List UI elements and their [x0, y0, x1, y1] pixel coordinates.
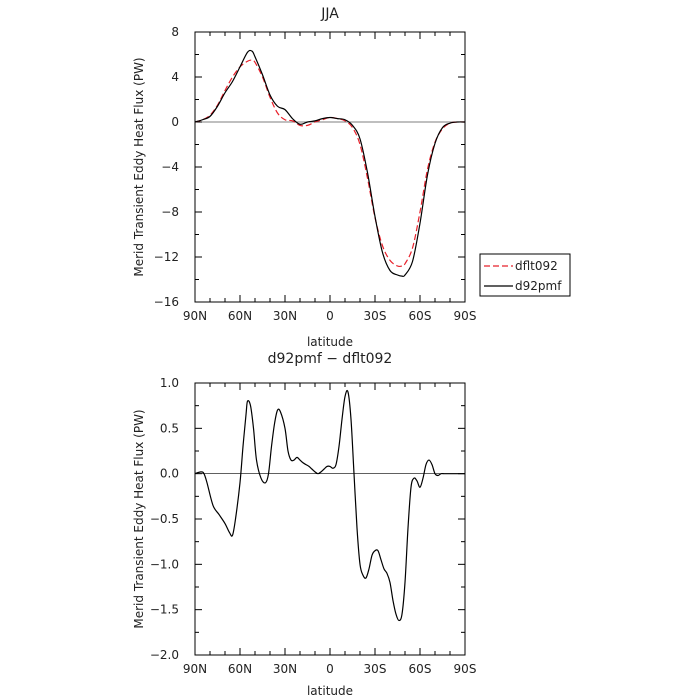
top-xtick-label: 60S [409, 309, 432, 323]
top-xtick-label: 90N [183, 309, 207, 323]
top-xtick-label: 30S [364, 309, 387, 323]
bottom-ytick-label: −1.0 [150, 557, 179, 571]
legend-label-dflt092: dflt092 [515, 259, 558, 273]
bottom-ytick-label: −1.5 [150, 603, 179, 617]
top-panel-series [194, 49, 466, 278]
top-xtick-label: 0 [326, 309, 334, 323]
bottom-xtick-label: 30S [364, 662, 387, 676]
top-panel-frame [194, 31, 466, 303]
bottom-panel-frame [194, 382, 466, 656]
bottom-ytick-label: 1.0 [160, 376, 179, 390]
top-ytick-label: 8 [171, 25, 179, 39]
bottom-ytick-label: 0.0 [160, 467, 179, 481]
bottom-xtick-label: 60S [409, 662, 432, 676]
bottom-xtick-label: 30N [273, 662, 297, 676]
legend-label-d92pmf: d92pmf [515, 279, 562, 293]
bottom-series-line-0 [194, 389, 465, 622]
top-ytick-label: −8 [161, 205, 179, 219]
bottom-panel-title: d92pmf − dflt092 [268, 351, 393, 367]
bottom-xtick-label: 0 [326, 662, 334, 676]
bottom-panel-ylabel: Merid Transient Eddy Heat Flux (PW) [132, 409, 146, 628]
bottom-ytick-label: 0.5 [160, 421, 179, 435]
bottom-panel-series [194, 389, 465, 622]
legend: dflt092 d92pmf [479, 253, 571, 297]
top-ytick-label: −4 [161, 160, 179, 174]
top-xtick-label: 30N [273, 309, 297, 323]
bottom-panel-xlabel: latitude [307, 684, 353, 698]
bottom-ytick-label: −0.5 [150, 512, 179, 526]
top-ytick-label: −16 [154, 295, 179, 309]
top-series-dflt092 [194, 59, 466, 268]
top-series-d92pmf [194, 49, 466, 278]
bottom-panel-ticks: 90N 60N 30N 0 30S 60S 90S 1.0 0.5 0.0 −0.5 −1.0 −1.5… [150, 376, 477, 676]
top-panel-ylabel: Merid Transient Eddy Heat Flux (PW) [132, 57, 146, 276]
top-ytick-label: 0 [171, 115, 179, 129]
top-xtick-label: 60N [228, 309, 252, 323]
top-panel-title: JJA [320, 6, 339, 22]
bottom-xtick-label: 90N [183, 662, 207, 676]
bottom-panel: d92pmf − dflt092 90N 60N 30N 0 30S 60S 90S 1.0 0… [132, 351, 476, 698]
top-ytick-label: 4 [171, 70, 179, 84]
bottom-xtick-label: 60N [228, 662, 252, 676]
top-panel-xlabel: latitude [307, 335, 353, 349]
top-panel: JJA 90N 60N 30N 0 30S 60S 90S 8 4 0 −4 −8 −12 −16 lat… [132, 6, 476, 349]
bottom-xtick-label: 90S [454, 662, 477, 676]
bottom-ytick-label: −2.0 [150, 648, 179, 662]
top-xtick-label: 90S [454, 309, 477, 323]
legend-box [479, 253, 571, 297]
top-ytick-label: −12 [154, 250, 179, 264]
